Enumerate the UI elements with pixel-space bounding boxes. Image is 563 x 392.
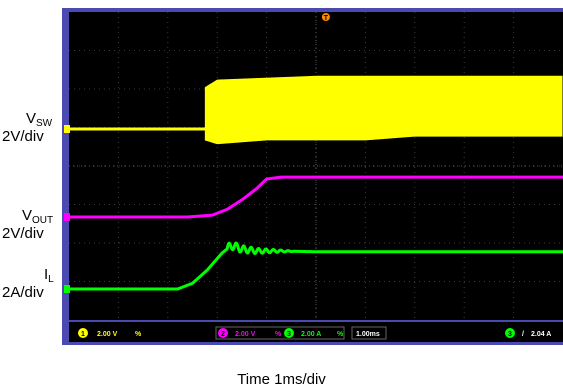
trigger-slope: / [522, 331, 524, 338]
vsw-scale: 2V/div [2, 128, 44, 145]
ch1-bw-mark: % [135, 331, 142, 338]
vout-label: VOUT [22, 207, 54, 226]
ch2-number: 2 [221, 331, 225, 338]
ch1-number: 1 [81, 331, 85, 338]
ch2-ch3-box [215, 326, 345, 340]
trigger-ch-number: 3 [508, 331, 512, 338]
il-scale: 2A/div [2, 284, 44, 301]
x-axis-label: Time 1ms/div [237, 371, 326, 388]
il-label: IL [44, 266, 54, 285]
vout-scale: 2V/div [2, 225, 44, 242]
ch2-bw-mark: % [275, 331, 282, 338]
ch3-scale-readout: 2.00 A [301, 331, 321, 338]
vsw-switching-envelope [204, 75, 563, 145]
channel-marker-1 [64, 125, 70, 133]
ch1-badge [78, 328, 88, 338]
ch1-scale-readout: 2.00 V [97, 331, 118, 338]
graticule [69, 12, 563, 320]
trigger-marker-label: T [324, 15, 329, 22]
ch3-number: 3 [287, 331, 291, 338]
ch3-bw-mark: % [337, 331, 344, 338]
markers: T [64, 13, 330, 293]
ch2-scale-readout: 2.00 V [235, 331, 256, 338]
oscilloscope-screen: T 1 2.00 V% 2 2.00 V% 3 2.00 A% 1.00ms 3 / 2.04 A [62, 8, 563, 345]
trigger-ch-badge [505, 328, 515, 338]
trigger-level-readout: 2.04 A [531, 331, 551, 338]
channel-marker-2 [64, 213, 70, 221]
channel-marker-3 [64, 285, 70, 293]
ch3-badge [284, 328, 294, 338]
trigger-marker-dot [321, 13, 330, 21]
timebase-box [351, 326, 387, 340]
vsw-label: VSW [26, 110, 53, 129]
vout-trace [69, 175, 563, 219]
timebase-readout: 1.00ms [356, 331, 380, 338]
readout: 1 2.00 V% 2 2.00 V% 3 2.00 A% 1.00ms 3 / 2.04 A [78, 326, 551, 340]
ch2-badge [218, 328, 228, 338]
il-trace [67, 241, 563, 291]
plot-area [69, 12, 563, 320]
traces [67, 75, 563, 291]
